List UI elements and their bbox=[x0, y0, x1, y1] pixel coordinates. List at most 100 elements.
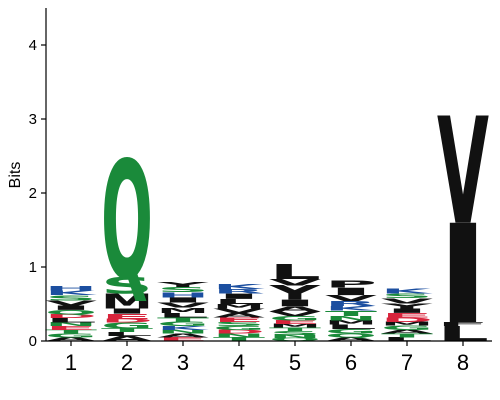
logo-letter-i: I bbox=[325, 286, 377, 298]
x-tick-label: 6 bbox=[345, 350, 357, 375]
logo-letter-t: T bbox=[325, 309, 377, 317]
logo-letter-m: M bbox=[101, 290, 153, 314]
x-tick-label: 7 bbox=[401, 350, 413, 375]
logo-letter-q: Q bbox=[101, 127, 153, 316]
logo-letter-v: V bbox=[269, 277, 321, 287]
logo-letter-g: G bbox=[45, 333, 97, 339]
logo-letter-t: T bbox=[157, 316, 209, 323]
logo-letter-n: N bbox=[269, 334, 321, 339]
logo-letter-i: I bbox=[45, 304, 97, 311]
logo-letter-s: S bbox=[157, 286, 209, 294]
x-tick-label: 3 bbox=[177, 350, 189, 375]
logo-letter-a: A bbox=[269, 305, 321, 313]
logo-letter-k: K bbox=[45, 290, 97, 297]
logo-letter-g: G bbox=[213, 325, 265, 331]
logo-letter-m: M bbox=[325, 319, 377, 326]
logo-letter-l: L bbox=[325, 323, 377, 330]
logo-letter-p: P bbox=[325, 278, 377, 290]
logo-letters: AGTENLDQIVSKHALTGDEIMSQEANKGTLMVIHSYTNDG… bbox=[45, 86, 489, 355]
logo-letter-s: S bbox=[381, 293, 433, 300]
x-tick-label: 8 bbox=[457, 350, 469, 375]
logo-letter-n: N bbox=[157, 329, 209, 335]
logo-letter-r: R bbox=[213, 288, 265, 295]
logo-letter-t: T bbox=[269, 327, 321, 333]
logo-letter-e: E bbox=[269, 319, 321, 325]
logo-letter-v: V bbox=[157, 301, 209, 309]
y-ticks: 0 1 2 3 4 bbox=[29, 37, 46, 350]
logo-letter-s: S bbox=[45, 294, 97, 302]
logo-letter-a: A bbox=[381, 329, 433, 335]
logo-letter-m: M bbox=[381, 321, 433, 327]
logo-letter-e: E bbox=[101, 312, 153, 320]
logo-letter-l: L bbox=[381, 336, 433, 342]
logo-letter-v: V bbox=[45, 299, 97, 307]
logo-letter-a: A bbox=[157, 333, 209, 339]
logo-letter-l: L bbox=[157, 312, 209, 319]
logo-letter-g: G bbox=[101, 321, 153, 331]
logo-letter-i: I bbox=[101, 307, 153, 315]
logo-letter-g: G bbox=[157, 321, 209, 328]
logo-letter-m: M bbox=[157, 306, 209, 314]
y-tick-label: 2 bbox=[29, 185, 37, 202]
x-tick-label: 4 bbox=[233, 350, 245, 375]
x-ticks: 1 2 3 4 5 6 7 8 bbox=[65, 341, 469, 375]
logo-letter-h: H bbox=[45, 285, 97, 292]
logo-letter-y: Y bbox=[156, 280, 209, 288]
logo-letter-a: A bbox=[101, 335, 153, 343]
logo-letter-m: M bbox=[269, 323, 321, 329]
logo-letter-v: V bbox=[437, 86, 489, 257]
logo-letter-t: T bbox=[213, 336, 265, 342]
logo-letter-l: L bbox=[269, 260, 321, 284]
logo-letter-v: V bbox=[381, 297, 433, 305]
logo-letter-q: Q bbox=[325, 333, 377, 339]
logo-letter-s: S bbox=[213, 321, 265, 328]
logo-letter-d: D bbox=[45, 313, 97, 319]
logo-letter-r: R bbox=[325, 300, 377, 308]
y-tick-label: 1 bbox=[29, 259, 37, 276]
logo-letter-h: H bbox=[157, 291, 209, 299]
y-axis-label: Bits bbox=[7, 162, 24, 189]
logo-letter-d: D bbox=[381, 316, 433, 323]
logo-letter-v: V bbox=[325, 294, 377, 303]
logo-letter-d: D bbox=[101, 318, 153, 324]
x-tick-label: 1 bbox=[65, 350, 77, 375]
logo-letter-s: S bbox=[269, 331, 321, 337]
logo-letter-a: A bbox=[325, 336, 377, 342]
logo-letter-q: Q bbox=[45, 309, 97, 316]
logo-letter-t: T bbox=[45, 329, 97, 335]
logo-letter-i: I bbox=[213, 292, 265, 300]
y-tick-label: 3 bbox=[29, 111, 37, 128]
logo-letter-t: T bbox=[101, 327, 153, 333]
logo-letter-i: I bbox=[381, 307, 433, 314]
x-tick-label: 2 bbox=[121, 350, 133, 375]
logo-letter-e: E bbox=[45, 325, 97, 331]
logo-letter-g: G bbox=[325, 328, 377, 335]
logo-letter-g: G bbox=[381, 324, 433, 331]
logo-letter-v: V bbox=[269, 310, 321, 317]
logo-letter-t: T bbox=[381, 333, 433, 339]
logo-letter-l: L bbox=[45, 317, 97, 324]
logo-letter-i: I bbox=[157, 296, 209, 304]
logo-letter-k: K bbox=[381, 287, 433, 295]
logo-letter-l: L bbox=[101, 331, 153, 337]
logo-letter-l: L bbox=[213, 297, 265, 305]
logo-letter-a: A bbox=[213, 312, 265, 319]
logo-letter-n: N bbox=[325, 315, 377, 322]
axes bbox=[45, 8, 492, 342]
logo-letter-y: Y bbox=[380, 302, 433, 310]
logo-letter-k: K bbox=[157, 325, 209, 331]
logo-letter-y: Y bbox=[268, 282, 321, 304]
logo-letter-n: N bbox=[45, 322, 97, 328]
logo-letter-k: K bbox=[325, 305, 377, 312]
logo-letter-f: F bbox=[437, 322, 489, 328]
y-tick-label: 0 bbox=[29, 333, 37, 350]
logo-letter-i: I bbox=[269, 298, 321, 309]
logo-letter-m: M bbox=[213, 303, 265, 310]
logo-letter-k: K bbox=[213, 283, 265, 291]
y-tick-label: 4 bbox=[29, 37, 37, 54]
x-tick-label: 5 bbox=[289, 350, 301, 375]
logo-letter-e: E bbox=[381, 312, 433, 319]
logo-letter-d: D bbox=[213, 329, 265, 335]
logo-letter-e: E bbox=[213, 316, 265, 323]
